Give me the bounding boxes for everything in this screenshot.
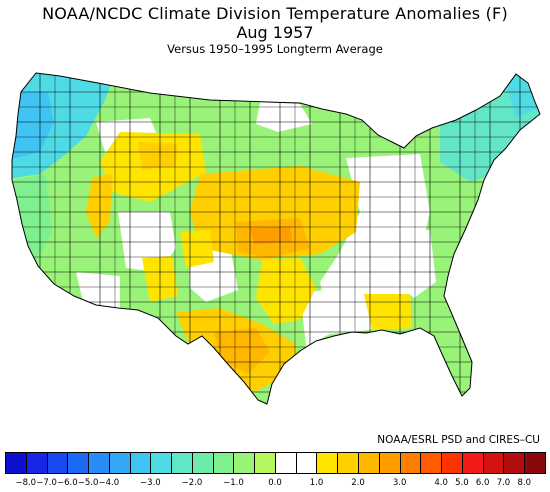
legend-tick-label: 2.0 [351,478,365,488]
legend-swatch [274,452,297,474]
legend-tick-label: 4.0 [434,478,448,488]
legend-swatch [420,452,443,474]
legend-tick-label: 3.0 [392,478,407,488]
legend-swatch [378,452,401,474]
legend-swatch [441,452,463,474]
legend-tick-label: 1.0 [309,478,324,488]
map-date: Aug 1957 [236,23,314,42]
legend-tick-label: −8.0 [15,478,37,488]
legend-swatch [461,452,484,474]
credit-text: NOAA/ESRL PSD and CIRES–CU [377,434,540,446]
legend-tick-label: −3.0 [140,478,161,488]
map-subtitle: Versus 1950–1995 Longterm Average [167,42,383,56]
legend-swatch [150,452,173,474]
legend-swatch [129,452,152,474]
legend-swatch [524,452,546,474]
legend-tick-label: 6.0 [475,478,490,488]
legend-swatch [358,452,380,474]
anomaly-map [11,72,541,405]
legend-tick-label: 8.0 [517,478,531,488]
legend-swatch [295,452,318,474]
legend-tick-label: 7.0 [496,478,511,488]
legend-tick-label: −4.0 [98,478,120,488]
legend-swatch [254,452,276,474]
color-legend [5,452,546,474]
legend-swatch [337,452,360,474]
legend-tick-label: −6.0 [56,478,78,488]
legend-swatch [503,452,526,474]
legend-swatch [5,452,27,474]
legend-tick-label: −5.0 [77,478,99,488]
legend-swatch [316,452,339,474]
legend-swatch [212,452,235,474]
legend-tick-label: 0.0 [268,478,282,488]
legend-swatch [25,452,48,474]
legend-swatch [88,452,110,474]
legend-tick-label: 5.0 [455,478,469,488]
legend-swatch [108,452,131,474]
legend-swatch [46,452,69,474]
legend-swatch [171,452,193,474]
map-title: NOAA/NCDC Climate Division Temperature A… [42,4,508,23]
legend-swatch [67,452,90,474]
legend-swatch [482,452,505,474]
legend-tick-label: −7.0 [36,478,57,488]
legend-swatch [191,452,214,474]
legend-tick-label: −1.0 [223,478,244,488]
legend-swatch [399,452,422,474]
legend-swatch [233,452,256,474]
legend-tick-label: −2.0 [181,478,203,488]
